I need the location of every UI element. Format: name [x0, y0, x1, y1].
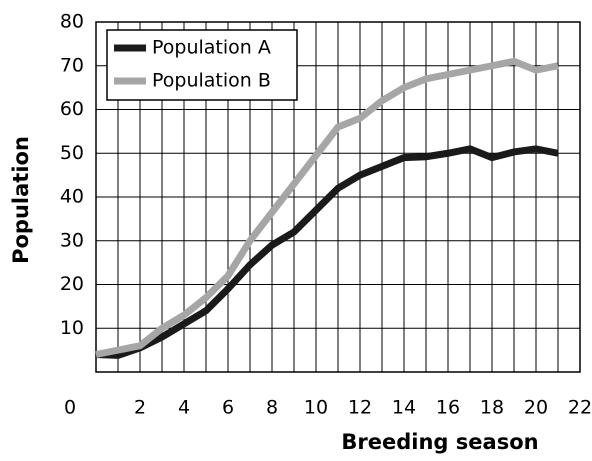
x-tick-label: 12: [348, 397, 372, 419]
x-tick-label: 6: [222, 397, 234, 419]
y-tick-label: 80: [60, 11, 84, 33]
y-tick-label: 70: [60, 54, 84, 76]
x-tick-label: 4: [178, 397, 190, 419]
x-tick-label: 20: [524, 397, 548, 419]
legend-label: Population B: [152, 70, 271, 92]
data-line: [95, 145, 559, 359]
x-tick-label: 8: [266, 397, 278, 419]
x-tick-label: 16: [436, 397, 460, 419]
y-tick-label: 10: [60, 317, 84, 339]
x-tick-label: 0: [64, 397, 76, 419]
x-tick-label: 22: [568, 397, 592, 419]
y-tick-label: 30: [60, 229, 84, 251]
x-tick-label: 10: [304, 397, 328, 419]
legend: Population A Population B: [106, 29, 298, 101]
x-tick-label: 14: [392, 397, 416, 419]
x-tick-label: 2: [134, 397, 146, 419]
legend-box: [106, 29, 298, 101]
data-line: [95, 57, 559, 358]
y-tick-label: 60: [60, 98, 84, 120]
y-axis-label: Population: [9, 136, 33, 264]
legend-label: Population A: [152, 37, 271, 59]
x-axis-label: Breeding season: [341, 430, 538, 454]
plot-frame: [95, 21, 581, 373]
y-tick-label: 20: [60, 273, 84, 295]
y-tick-label: 50: [60, 142, 84, 164]
y-tick-label: 40: [60, 186, 84, 208]
x-tick-label: 18: [480, 397, 504, 419]
